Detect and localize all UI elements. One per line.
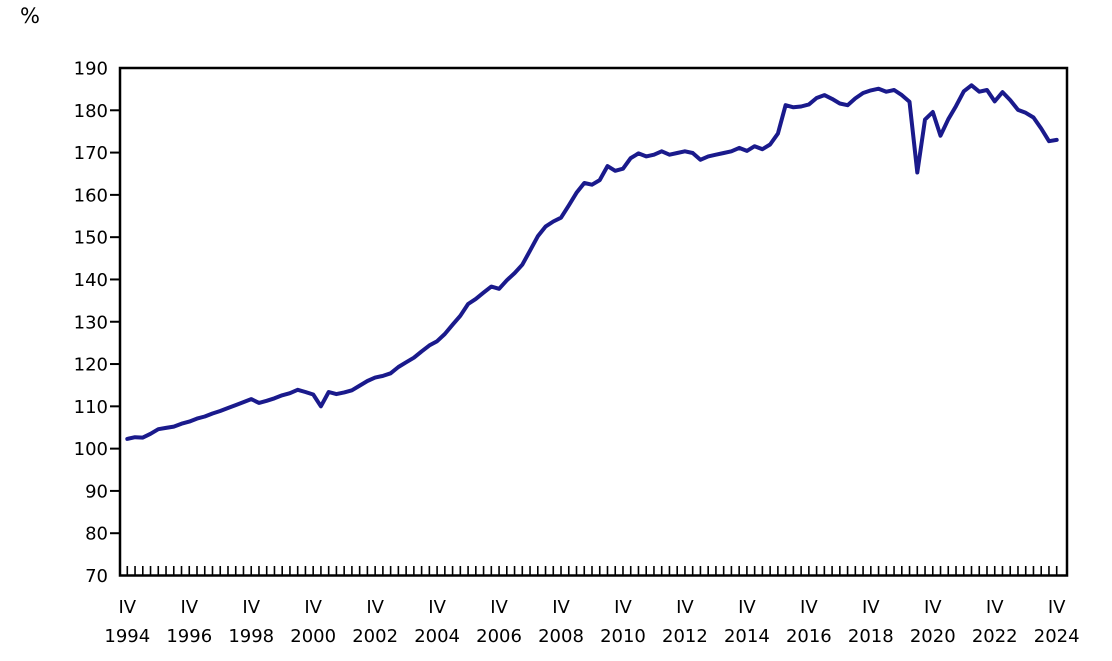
x-axis-quarter-label: IV (614, 597, 632, 618)
x-axis-year-label: 2010 (600, 626, 646, 647)
x-axis-year-label: 2022 (972, 626, 1018, 647)
x-axis-quarter-label: IV (552, 597, 570, 618)
x-axis-year-label: 2012 (662, 626, 708, 647)
y-axis-tick-label: 110 (74, 397, 108, 418)
x-axis-year-label: 2000 (290, 626, 336, 647)
x-axis-year-label: 2002 (352, 626, 398, 647)
y-axis-tick-label: 70 (85, 566, 108, 587)
y-axis-tick-label: 180 (74, 101, 108, 122)
y-axis-tick-label: 190 (74, 59, 108, 80)
x-axis-year-label: 2006 (476, 626, 522, 647)
x-axis-quarter-label: IV (1048, 597, 1066, 618)
x-axis-quarter-label: IV (800, 597, 818, 618)
x-axis-year-label: 1998 (228, 626, 274, 647)
x-axis-quarter-label: IV (428, 597, 446, 618)
y-axis-tick-label: 80 (85, 524, 108, 545)
x-axis-year-label: 1994 (104, 626, 150, 647)
data-line-series (125, 83, 1059, 441)
x-axis-quarter-label: IV (242, 597, 260, 618)
x-axis-quarter-label: IV (676, 597, 694, 618)
y-axis-tick-label: 170 (74, 143, 108, 164)
x-axis-year-label: 2018 (848, 626, 894, 647)
plot-frame (118, 66, 1069, 577)
y-axis-tick-label: 150 (74, 228, 108, 249)
x-axis-year-label: 2024 (1034, 626, 1080, 647)
x-axis-year-label: 2016 (786, 626, 832, 647)
y-axis-tick-label: 100 (74, 439, 108, 460)
x-axis-year-label: 2020 (910, 626, 956, 647)
x-axis-quarter-label: IV (738, 597, 756, 618)
x-axis-quarter-label: IV (180, 597, 198, 618)
x-axis-year-label: 2008 (538, 626, 584, 647)
y-axis-tick-label: 90 (85, 481, 108, 502)
x-axis-year-label: 1996 (166, 626, 212, 647)
x-axis-year-label: 2004 (414, 626, 460, 647)
x-axis-quarter-label: IV (366, 597, 384, 618)
x-axis-quarter-label: IV (490, 597, 508, 618)
x-axis-year-label: 2014 (724, 626, 770, 647)
x-axis-quarter-label: IV (924, 597, 942, 618)
x-axis-quarter-label: IV (986, 597, 1004, 618)
x-axis-quarter-label: IV (304, 597, 322, 618)
y-axis-tick-label: 140 (74, 270, 108, 291)
y-axis-tick-label: 160 (74, 185, 108, 206)
y-axis-unit-label: % (20, 4, 40, 28)
x-axis-quarter-label: IV (118, 597, 136, 618)
y-axis-tick-label: 130 (74, 312, 108, 333)
x-axis-quarter-label: IV (862, 597, 880, 618)
y-axis-tick-label: 120 (74, 355, 108, 376)
